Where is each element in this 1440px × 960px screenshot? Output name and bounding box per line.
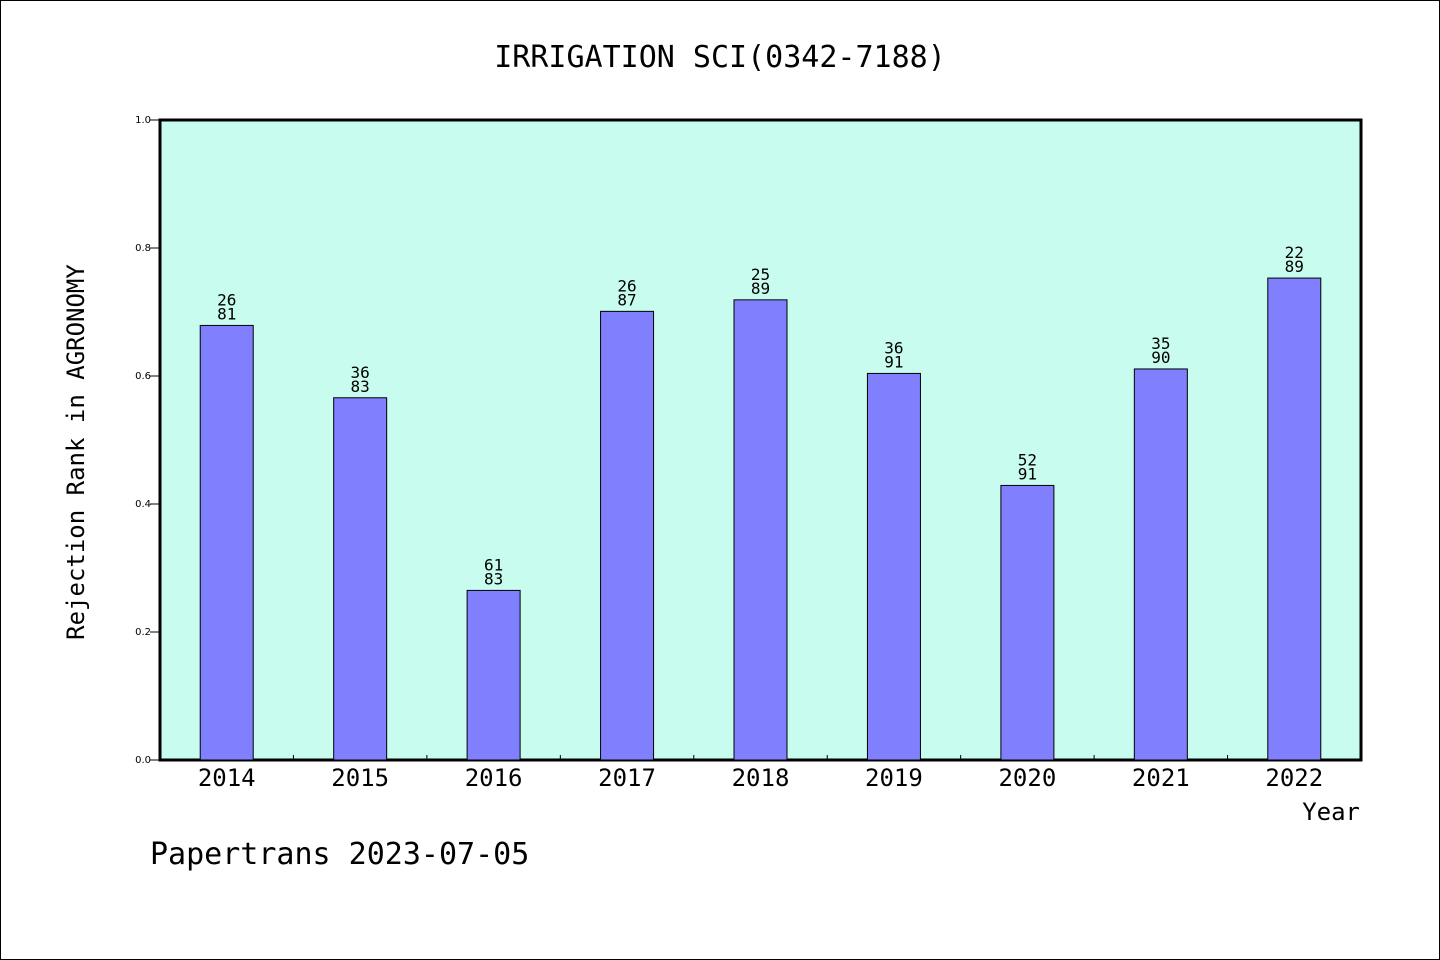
bar-label-top: 22 [1285,243,1304,262]
bar [1000,484,1055,761]
bar [1133,368,1188,761]
bar [600,310,655,761]
bar-label-bottom: 89 [1285,257,1304,276]
bar-label-top: 35 [1151,334,1170,353]
y-tick-label: 0.4 [135,499,151,510]
x-tick-label: 2016 [465,764,523,792]
y-axis-label: Rejection Rank in AGRONOMY [62,264,90,640]
bar-label-top: 26 [617,276,636,295]
x-tick-label: 2022 [1265,764,1323,792]
footer-credit: Papertrans 2023-07-05 [150,837,529,872]
bar-label-top: 36 [351,363,370,382]
x-tick-label: 2014 [198,764,256,792]
bar [333,397,388,761]
y-axis-ticks: 0.0 0.2 0.4 0.6 0.8 1.0 [135,115,160,766]
bar [1267,277,1322,761]
bar [199,324,254,761]
x-axis-label: Year [1302,798,1360,826]
bar-label-bottom: 83 [484,569,503,588]
y-tick-label: 0.0 [135,755,151,766]
bar [466,589,521,761]
bar-label-top: 36 [884,338,903,357]
x-tick-label: 2019 [865,764,923,792]
x-tick-label: 2021 [1132,764,1190,792]
bar-label-bottom: 83 [351,377,370,396]
y-tick-label: 1.0 [135,115,151,126]
bar [866,372,921,761]
x-axis-ticks: 2014 2015 2016 2017 2018 2019 2020 2021 2022 [198,755,1323,792]
bar-label-bottom: 81 [217,304,236,323]
x-tick-label: 2017 [598,764,656,792]
y-tick-label: 0.2 [135,627,151,638]
x-tick-label: 2015 [331,764,389,792]
bar-label-top: 52 [1018,450,1037,469]
bar-label-top: 26 [217,290,236,309]
bar-label-bottom: 87 [617,290,636,309]
x-tick-label: 2018 [732,764,790,792]
bar-label-top: 61 [484,555,503,574]
bars-group [199,277,1322,761]
bar-label-bottom: 89 [751,279,770,298]
bar [733,299,788,761]
bar-label-top: 25 [751,265,770,284]
bar-label-bottom: 91 [1018,464,1037,483]
bar-label-bottom: 91 [884,352,903,371]
x-tick-label: 2020 [998,764,1056,792]
y-tick-label: 0.6 [135,371,151,382]
chart-title: IRRIGATION SCI(0342-7188) [494,40,946,75]
bar-label-bottom: 90 [1151,348,1170,367]
y-tick-label: 0.8 [135,243,151,254]
